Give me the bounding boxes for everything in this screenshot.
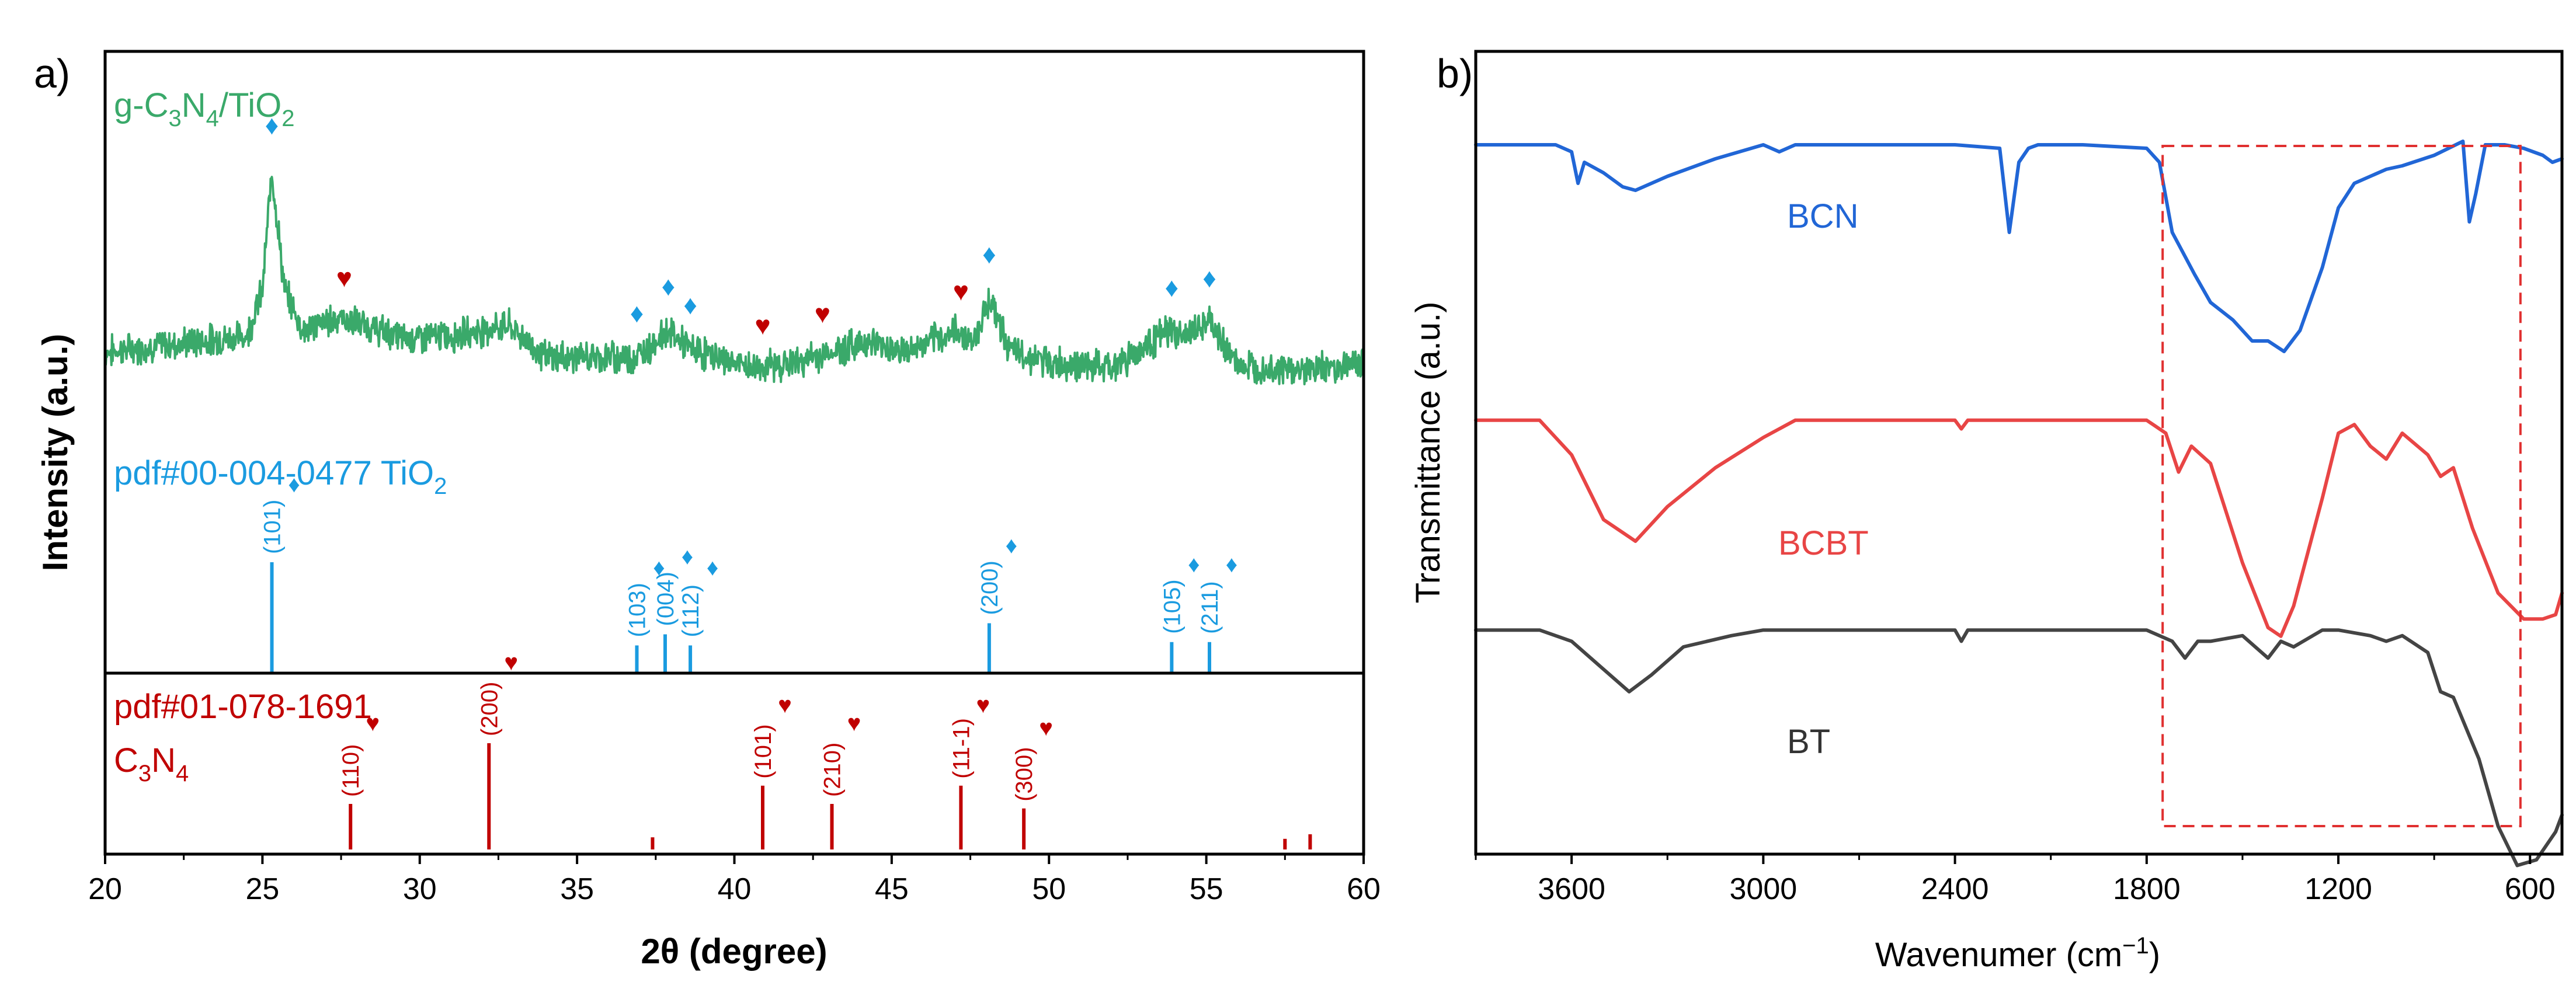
panel-b-y-axis-title: Transmittance (a.u.) — [1409, 302, 1447, 604]
tio2-hkl-label: (211) — [1197, 581, 1223, 633]
panel-b: b) BCN BCBT BT 3600 3000 2400 1800 1200 600 W… — [1409, 50, 2564, 974]
highlight-box — [2161, 145, 2522, 827]
c3n4-peak-marker: ♥ — [336, 263, 352, 293]
ftir-line-bcbt — [1474, 418, 2564, 638]
xrd-series-group — [104, 176, 1364, 386]
tio2-peak-marker: ♦ — [662, 271, 675, 301]
tio2-reference-marker: ♦ — [707, 555, 718, 581]
panel-a-y-axis-title: Intensity (a.u.) — [36, 334, 75, 572]
ftir-series-group — [1474, 140, 2564, 868]
c3n4-reference-marker: ♥ — [976, 692, 990, 718]
panel-b-x-tick-label: 3600 — [1538, 872, 1605, 906]
phase-markers-group: ♦ ♦ ♦ ♦ ♦ ♦ ♦ ♥ ♥ ♥ ♥ — [265, 110, 1216, 340]
tio2-peak-marker: ♦ — [1202, 263, 1216, 293]
c3n4-peak-marker: ♥ — [815, 298, 830, 329]
panel-b-x-tick-label: 600 — [2505, 872, 2556, 906]
panel-b-x-tick-label: 2400 — [1921, 872, 1989, 906]
c3n4-hkl-label: (200) — [477, 682, 502, 736]
c3n4-reference-label-line2: C3N4 — [114, 741, 189, 786]
c3n4-reference-marker: ♥ — [504, 650, 518, 675]
panel-a: a) (101)♦(103)♦(004)♦(112)♦ (200)♦(105)♦(… — [34, 50, 1381, 971]
tio2-hkl-label: (101) — [260, 500, 286, 554]
bcn-label: BCN — [1787, 197, 1858, 235]
panel-a-x-tick-label: 60 — [1347, 872, 1381, 906]
c3n4-hkl-label: (110) — [338, 744, 364, 797]
panel-a-x-tick-label: 25 — [245, 872, 279, 906]
tio2-hkl-label: (004) — [653, 572, 679, 626]
tio2-peak-marker: ♦ — [1165, 272, 1179, 302]
panel-a-x-tick-label: 55 — [1190, 872, 1223, 906]
tio2-peak-marker: ♦ — [265, 110, 279, 140]
panel-a-x-tick-label: 50 — [1032, 872, 1066, 906]
panel-b-x-tick-label: 1200 — [2304, 872, 2372, 906]
tio2-reference-marker: ♦ — [653, 555, 665, 581]
panel-b-x-axis-title: Wavenumer (cm−1) — [1875, 933, 2160, 974]
panel-a-x-tick-label: 40 — [718, 872, 752, 906]
bt-label: BT — [1787, 723, 1830, 761]
xrd-pattern-line — [104, 176, 1364, 386]
c3n4-reference-label-line1: pdf#01-078-1691 — [114, 688, 372, 726]
tio2-peak-marker: ♦ — [683, 290, 697, 320]
c3n4-hkl-label: (11-1) — [948, 718, 974, 779]
panel-b-label: b) — [1437, 51, 1473, 96]
ftir-line-bcn — [1474, 140, 2564, 353]
tio2-hkl-label: (103) — [624, 583, 650, 637]
c3n4-hkl-label: (300) — [1011, 747, 1037, 801]
composite-label: g-C3N4/TiO2 — [114, 86, 295, 131]
panel-a-label: a) — [34, 51, 70, 96]
c3n4-peak-marker: ♥ — [755, 310, 770, 340]
tio2-reference-marker: ♦ — [1226, 552, 1237, 577]
tio2-peak-marker: ♦ — [982, 239, 996, 269]
tio2-reference-marker: ♦ — [1006, 533, 1017, 559]
panel-b-x-axis: 3600 3000 2400 1800 1200 600 — [1475, 854, 2556, 906]
panel-a-x-tick-label: 30 — [403, 872, 437, 906]
c3n4-hkl-label: (210) — [820, 743, 846, 797]
tio2-reference-marker: ♦ — [1188, 552, 1200, 577]
panel-a-x-tick-label: 35 — [560, 872, 594, 906]
panel-b-x-tick-label: 1800 — [2113, 872, 2181, 906]
panel-a-frame — [103, 50, 1365, 856]
panel-a-x-axis-title: 2θ (degree) — [641, 932, 827, 971]
c3n4-reference-group: (110)♥ (200)♥(101)♥(210)♥ (11-1)♥(300)♥ — [338, 650, 1312, 849]
panel-a-x-axis: 20 25 30 35 40 45 50 55 60 — [88, 854, 1381, 906]
tio2-reference-marker: ♦ — [288, 472, 300, 497]
panel-b-frame — [1474, 50, 2564, 856]
tio2-reference-group: (101)♦(103)♦(004)♦(112)♦ (200)♦(105)♦(211… — [260, 472, 1237, 673]
tio2-reference-label: pdf#00-004-0477 TiO2 — [114, 454, 447, 499]
c3n4-reference-marker: ♥ — [847, 711, 861, 736]
panel-a-x-tick-label: 45 — [875, 872, 909, 906]
c3n4-peak-marker: ♥ — [953, 276, 969, 307]
tio2-hkl-label: (105) — [1159, 579, 1185, 633]
c3n4-reference-marker: ♥ — [778, 692, 792, 718]
c3n4-reference-marker: ♥ — [1039, 715, 1053, 741]
bcbt-label: BCBT — [1778, 524, 1869, 562]
c3n4-hkl-label: (101) — [750, 724, 776, 778]
tio2-peak-marker: ♦ — [630, 298, 644, 328]
ftir-line-bt — [1474, 628, 2564, 868]
panel-b-x-tick-label: 3000 — [1730, 872, 1798, 906]
tio2-reference-marker: ♦ — [682, 544, 693, 570]
tio2-hkl-label: (112) — [678, 584, 704, 637]
tio2-hkl-label: (200) — [977, 560, 1003, 615]
c3n4-reference-marker: ♥ — [366, 711, 380, 736]
panel-a-x-tick-label: 20 — [88, 872, 122, 906]
